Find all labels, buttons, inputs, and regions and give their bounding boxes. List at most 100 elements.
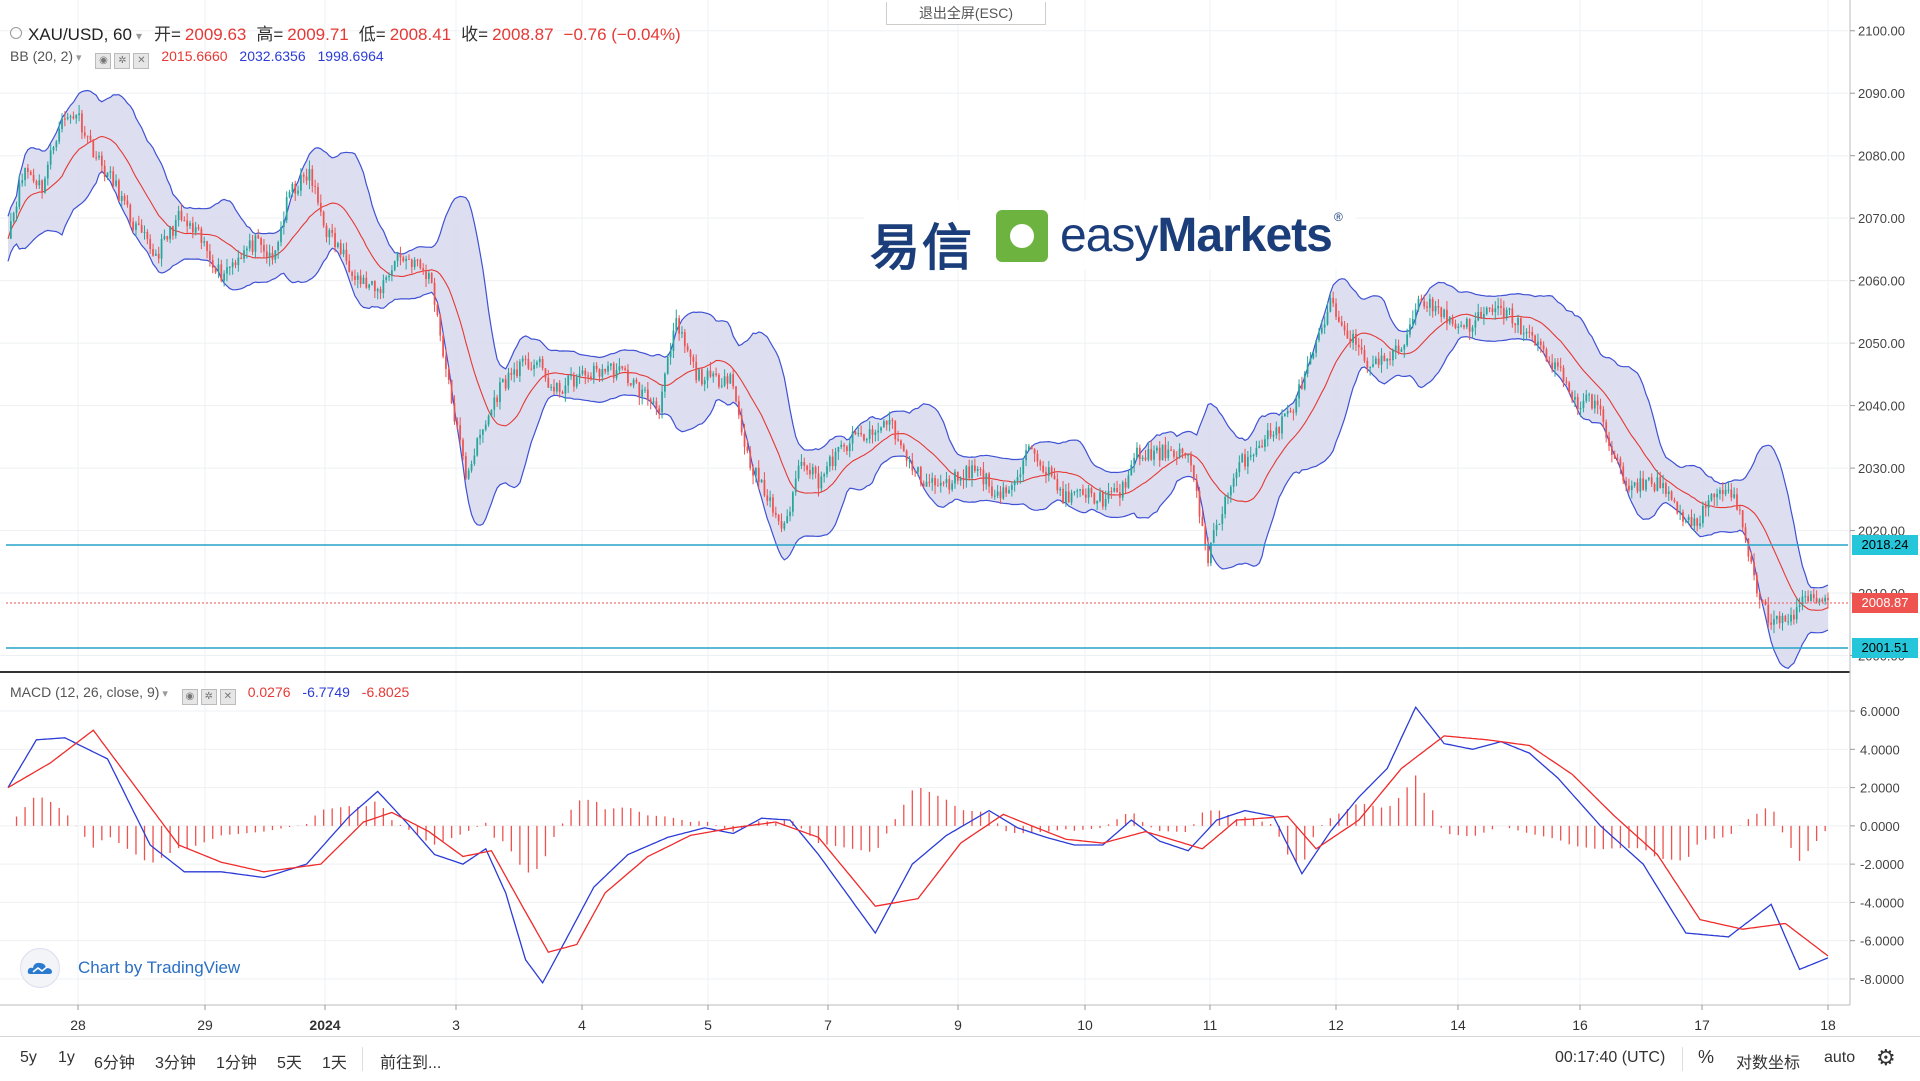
candle bbox=[1770, 613, 1773, 630]
candle bbox=[536, 360, 538, 369]
range-1y-button[interactable]: 1y bbox=[58, 1049, 75, 1066]
candle bbox=[75, 114, 78, 124]
low-value: 2008.41 bbox=[389, 25, 452, 44]
candle bbox=[1585, 389, 1588, 404]
candle bbox=[860, 425, 863, 437]
gear-icon[interactable]: ✲ bbox=[114, 53, 131, 69]
candle bbox=[240, 253, 243, 260]
candle bbox=[83, 125, 86, 139]
candle bbox=[772, 493, 774, 517]
settings-gear-icon[interactable]: ⚙ bbox=[1876, 1045, 1896, 1070]
candle bbox=[1602, 406, 1605, 429]
candle bbox=[959, 476, 962, 486]
candle bbox=[1278, 426, 1281, 441]
candle bbox=[132, 217, 135, 233]
macd-histogram bbox=[15, 775, 1826, 873]
tradingview-text[interactable]: Chart by TradingView bbox=[78, 958, 241, 977]
candle bbox=[1406, 328, 1409, 348]
low-label: 低= bbox=[358, 25, 386, 44]
candle bbox=[1827, 592, 1829, 609]
candle bbox=[493, 390, 496, 418]
candle bbox=[1301, 376, 1303, 390]
log-scale-button[interactable]: 对数坐标 bbox=[1736, 1055, 1801, 1072]
candle bbox=[837, 446, 840, 460]
dropdown-arrow-icon[interactable]: ▾ bbox=[162, 688, 168, 700]
candle bbox=[1323, 316, 1326, 334]
candle bbox=[484, 420, 487, 432]
range-1m-button[interactable]: 1分钟 bbox=[216, 1055, 257, 1072]
dropdown-arrow-icon[interactable]: ▾ bbox=[135, 29, 142, 43]
candle bbox=[1099, 487, 1101, 503]
range-5d-button[interactable]: 5天 bbox=[277, 1055, 302, 1072]
candle bbox=[1241, 452, 1244, 463]
candle bbox=[479, 429, 481, 445]
candle bbox=[1801, 590, 1804, 611]
range-1d-button[interactable]: 1天 bbox=[322, 1055, 347, 1072]
candle bbox=[766, 489, 769, 506]
candle bbox=[376, 287, 379, 300]
auto-scale-button[interactable]: auto bbox=[1824, 1049, 1856, 1066]
candle bbox=[681, 326, 683, 339]
candle bbox=[757, 460, 760, 490]
candle bbox=[294, 180, 297, 201]
candle bbox=[1079, 488, 1081, 498]
eye-icon[interactable]: ◉ bbox=[95, 53, 112, 69]
candle bbox=[1517, 314, 1519, 334]
macd-tick-label: -8.0000 bbox=[1860, 972, 1904, 987]
range-6m-button[interactable]: 6分钟 bbox=[94, 1055, 135, 1072]
candle bbox=[1704, 501, 1707, 517]
macd-tick-label: 0.0000 bbox=[1860, 819, 1900, 834]
eye-icon[interactable]: ◉ bbox=[181, 689, 198, 705]
tradingview-badge[interactable]: Chart by TradingView bbox=[20, 948, 241, 988]
candle bbox=[1682, 509, 1684, 527]
utc-clock[interactable]: 00:17:40 (UTC) bbox=[1555, 1049, 1666, 1066]
candle bbox=[38, 174, 41, 189]
candle bbox=[1119, 484, 1121, 507]
candle bbox=[66, 113, 69, 121]
symbol-label[interactable]: XAU/USD, 60 bbox=[28, 25, 132, 44]
close-icon[interactable]: ✕ bbox=[133, 53, 150, 69]
candle bbox=[1246, 450, 1249, 475]
macd-value: -6.7749 bbox=[302, 684, 350, 700]
close-icon[interactable]: ✕ bbox=[219, 689, 236, 705]
candle bbox=[1699, 515, 1701, 530]
candle bbox=[1554, 358, 1556, 377]
candle bbox=[1187, 453, 1190, 463]
candle bbox=[1340, 315, 1343, 327]
range-5y-button[interactable]: 5y bbox=[20, 1049, 37, 1066]
candle bbox=[140, 219, 143, 234]
range-3m-button[interactable]: 3分钟 bbox=[155, 1055, 196, 1072]
candle bbox=[1625, 476, 1627, 492]
candle bbox=[865, 437, 868, 444]
candle bbox=[985, 472, 988, 490]
percent-scale-button[interactable]: % bbox=[1698, 1047, 1715, 1067]
candle bbox=[237, 250, 240, 272]
dropdown-arrow-icon[interactable]: ▾ bbox=[76, 52, 82, 64]
candle bbox=[510, 367, 513, 381]
candle bbox=[487, 414, 490, 427]
candle bbox=[1283, 412, 1286, 417]
candle bbox=[490, 409, 493, 417]
candle bbox=[971, 460, 973, 487]
candle bbox=[1138, 444, 1141, 466]
candle bbox=[1514, 323, 1517, 334]
candle bbox=[780, 513, 783, 533]
candle bbox=[302, 172, 305, 184]
candle bbox=[149, 234, 152, 254]
bb-label[interactable]: BB (20, 2) bbox=[10, 48, 74, 64]
goto-date-button[interactable]: 前往到... bbox=[380, 1055, 442, 1072]
candle bbox=[570, 367, 572, 380]
candle bbox=[1369, 366, 1372, 376]
candle bbox=[1326, 303, 1329, 326]
macd-label[interactable]: MACD (12, 26, close, 9) bbox=[10, 684, 160, 700]
candle bbox=[1474, 312, 1477, 336]
candle bbox=[1232, 473, 1235, 493]
exit-fullscreen-button[interactable]: 退出全屏(ESC) bbox=[886, 2, 1046, 25]
macd-tick-label: 6.0000 bbox=[1860, 704, 1900, 719]
candle bbox=[1764, 599, 1767, 606]
price-tick-label: 2060.00 bbox=[1858, 274, 1905, 289]
candle bbox=[1218, 523, 1221, 525]
candle bbox=[911, 453, 914, 476]
candle bbox=[228, 266, 231, 276]
gear-icon[interactable]: ✲ bbox=[200, 689, 217, 705]
